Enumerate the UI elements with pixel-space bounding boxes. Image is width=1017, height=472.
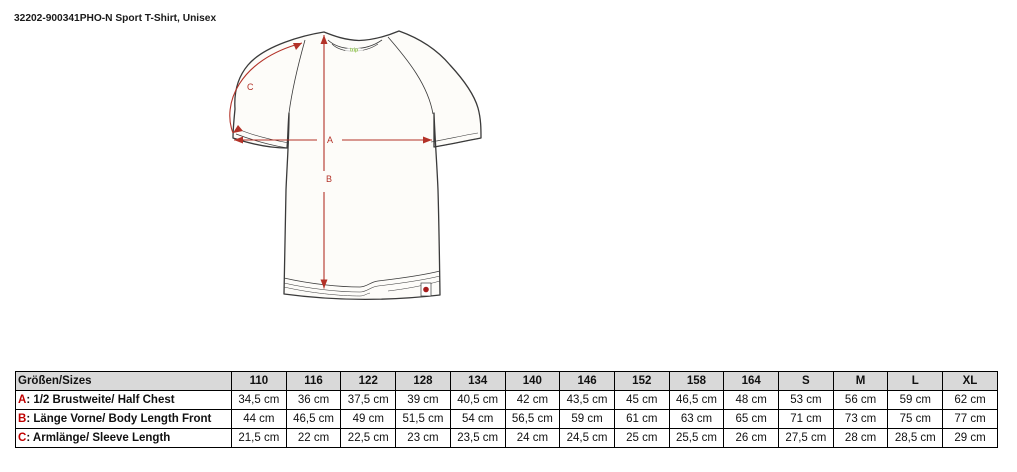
- svg-text:C: C: [247, 82, 254, 92]
- svg-text:trip: trip: [350, 48, 358, 54]
- svg-text:B: B: [326, 174, 332, 184]
- svg-text:A: A: [327, 135, 333, 145]
